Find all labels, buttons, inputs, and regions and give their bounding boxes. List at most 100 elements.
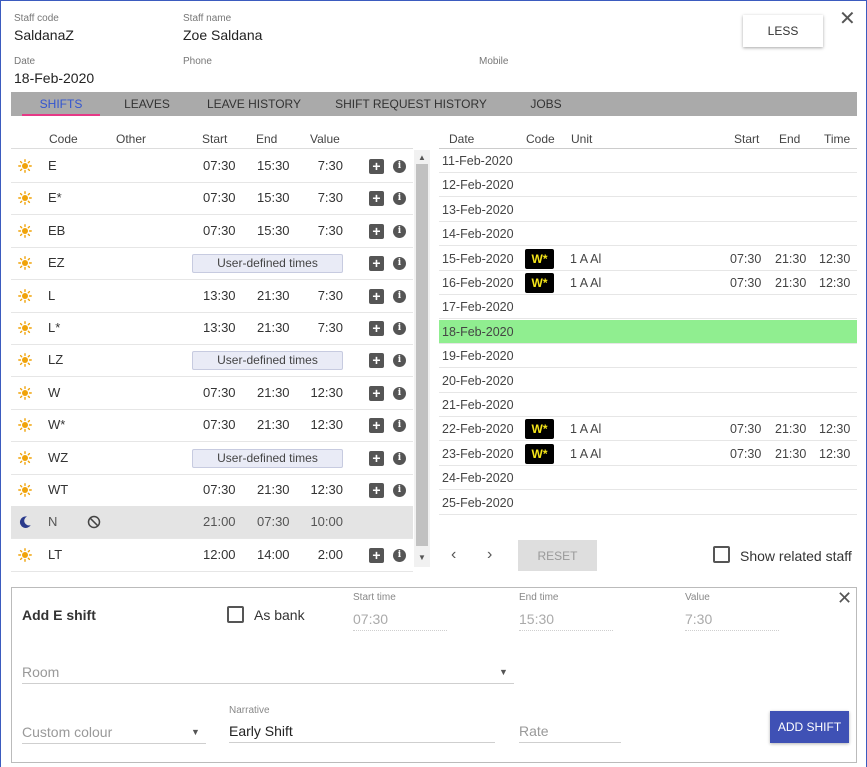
shift-row[interactable]: W* 07:30 21:30 12:30 + i [11, 409, 413, 443]
calendar-unit: 1 A Al [570, 276, 602, 290]
shift-row[interactable]: EZ User-defined times + i [11, 247, 413, 281]
add-plus-icon[interactable]: + [369, 385, 384, 401]
info-icon[interactable]: i [393, 224, 406, 238]
calendar-row[interactable]: 15-Feb-2020 W* 1 A Al 07:30 21:30 12:30 [439, 247, 857, 271]
info-icon[interactable]: i [393, 257, 406, 271]
calendar-row-today[interactable]: 18-Feb-2020 [439, 319, 857, 344]
shift-row[interactable]: L 13:30 21:30 7:30 + i [11, 280, 413, 313]
info-icon[interactable]: i [393, 451, 406, 465]
calendar-row[interactable]: 17-Feb-2020 [439, 295, 857, 320]
less-button[interactable]: LESS [743, 15, 823, 47]
calendar-row[interactable]: 13-Feb-2020 [439, 198, 857, 222]
shift-row[interactable]: E 07:30 15:30 7:30 + i [11, 150, 413, 183]
room-dropdown-icon[interactable]: ▼ [499, 667, 508, 677]
calendar-row[interactable]: 11-Feb-2020 [439, 149, 857, 173]
shift-row[interactable]: LZ User-defined times + i [11, 344, 413, 378]
shift-value: 7:30 [317, 320, 343, 335]
info-icon[interactable]: i [393, 548, 406, 562]
shift-code-badge[interactable]: W* [525, 273, 554, 293]
as-bank-checkbox[interactable] [227, 606, 244, 623]
shift-code-badge[interactable]: W* [525, 419, 554, 440]
close-add-shift-icon[interactable]: ✕ [837, 588, 853, 608]
chevron-left-icon[interactable]: ‹ [451, 546, 457, 563]
info-icon[interactable]: i [393, 322, 406, 335]
add-plus-icon[interactable]: + [369, 256, 384, 272]
start-time-field[interactable]: 07:30 [353, 609, 447, 631]
shift-code: E [48, 158, 57, 173]
shift-value: 12:30 [310, 384, 343, 400]
user-defined-times-chip[interactable]: User-defined times [192, 351, 343, 371]
add-plus-icon[interactable]: + [369, 450, 384, 466]
tab-jobs[interactable]: JOBS [530, 97, 562, 111]
calendar-start: 07:30 [730, 422, 762, 437]
calendar-row[interactable]: 25-Feb-2020 [439, 491, 857, 515]
reset-button[interactable]: RESET [518, 540, 597, 571]
add-plus-icon[interactable]: + [369, 223, 384, 239]
calendar-row[interactable]: 22-Feb-2020 W* 1 A Al 07:30 21:30 12:30 [439, 417, 857, 442]
calendar-date: 14-Feb-2020 [442, 227, 514, 242]
shift-row[interactable]: EB 07:30 15:30 7:30 + i [11, 215, 413, 248]
shift-row[interactable]: E* 07:30 15:30 7:30 + i [11, 182, 413, 216]
shift-row[interactable]: W 07:30 21:30 12:30 + i [11, 377, 413, 410]
narrative-field[interactable]: Early Shift [229, 721, 495, 743]
calendar-row[interactable]: 24-Feb-2020 [439, 466, 857, 491]
add-plus-icon[interactable]: + [369, 418, 384, 434]
info-icon[interactable]: i [393, 484, 406, 497]
user-defined-times-chip[interactable]: User-defined times [192, 254, 343, 274]
calendar-date: 21-Feb-2020 [442, 398, 514, 412]
add-shift-title: Add E shift [22, 607, 96, 623]
shift-value: 7:30 [317, 287, 343, 303]
end-time-field[interactable]: 15:30 [519, 609, 613, 631]
scroll-down-icon[interactable]: ▼ [418, 553, 426, 562]
info-icon[interactable]: i [393, 160, 406, 173]
scrollbar-thumb[interactable] [416, 164, 428, 546]
info-icon[interactable]: i [393, 354, 406, 368]
close-dialog-icon[interactable]: ✕ [839, 8, 856, 30]
value-field[interactable]: 7:30 [685, 609, 779, 631]
tab-shifts[interactable]: SHIFTS [39, 97, 83, 111]
add-plus-icon[interactable]: + [369, 191, 384, 207]
add-plus-icon[interactable]: + [369, 288, 384, 304]
shift-code-badge[interactable]: W* [525, 248, 554, 269]
add-plus-icon[interactable]: + [369, 353, 384, 369]
chevron-right-icon[interactable]: › [487, 546, 493, 563]
shift-code: WZ [48, 449, 69, 465]
calendar-row[interactable]: 21-Feb-2020 [439, 393, 857, 417]
calendar-row[interactable]: 20-Feb-2020 [439, 369, 857, 393]
calendar-row[interactable]: 16-Feb-2020 W* 1 A Al 07:30 21:30 12:30 [439, 271, 857, 295]
info-icon[interactable]: i [393, 192, 406, 206]
info-icon[interactable]: i [393, 419, 406, 433]
calendar-row[interactable]: 14-Feb-2020 [439, 222, 857, 247]
info-icon[interactable]: i [393, 386, 406, 400]
user-defined-times-chip[interactable]: User-defined times [192, 448, 343, 468]
tab-shift-request-history[interactable]: SHIFT REQUEST HISTORY [335, 97, 487, 111]
rate-field[interactable]: Rate [519, 721, 621, 743]
add-shift-button[interactable]: ADD SHIFT [770, 711, 849, 743]
shift-value: 7:30 [317, 158, 343, 173]
shift-row[interactable]: N 21:00 07:30 10:00 [11, 506, 413, 540]
shift-row[interactable]: WT 07:30 21:30 12:30 + i [11, 474, 413, 507]
info-icon[interactable]: i [393, 289, 406, 303]
sun-icon [18, 191, 32, 206]
add-plus-icon[interactable]: + [369, 321, 384, 336]
add-plus-icon[interactable]: + [369, 547, 384, 563]
tab-leave-history[interactable]: LEAVE HISTORY [206, 97, 302, 111]
add-plus-icon[interactable]: + [369, 483, 384, 498]
sun-icon [18, 385, 32, 400]
calendar-row[interactable]: 23-Feb-2020 W* 1 A Al 07:30 21:30 12:30 [439, 442, 857, 466]
tab-leaves[interactable]: LEAVES [124, 97, 170, 111]
shift-row[interactable]: L* 13:30 21:30 7:30 + i [11, 312, 413, 345]
custom-colour-select[interactable]: Custom colour [22, 722, 206, 744]
calendar-row[interactable]: 12-Feb-2020 [439, 173, 857, 198]
shift-row[interactable]: WZ User-defined times + i [11, 442, 413, 475]
calendar-row[interactable]: 19-Feb-2020 [439, 344, 857, 369]
shift-code-badge[interactable]: W* [525, 443, 554, 464]
room-select[interactable]: Room [22, 662, 514, 684]
show-related-staff-checkbox[interactable] [713, 546, 730, 563]
custom-colour-placeholder: Custom colour [22, 724, 113, 740]
scroll-up-icon[interactable]: ▲ [418, 153, 426, 162]
shift-start: 07:30 [203, 482, 236, 497]
add-plus-icon[interactable]: + [369, 159, 384, 174]
custom-colour-dropdown-icon[interactable]: ▼ [191, 727, 200, 737]
shift-row[interactable]: LT 12:00 14:00 2:00 + i [11, 539, 413, 572]
